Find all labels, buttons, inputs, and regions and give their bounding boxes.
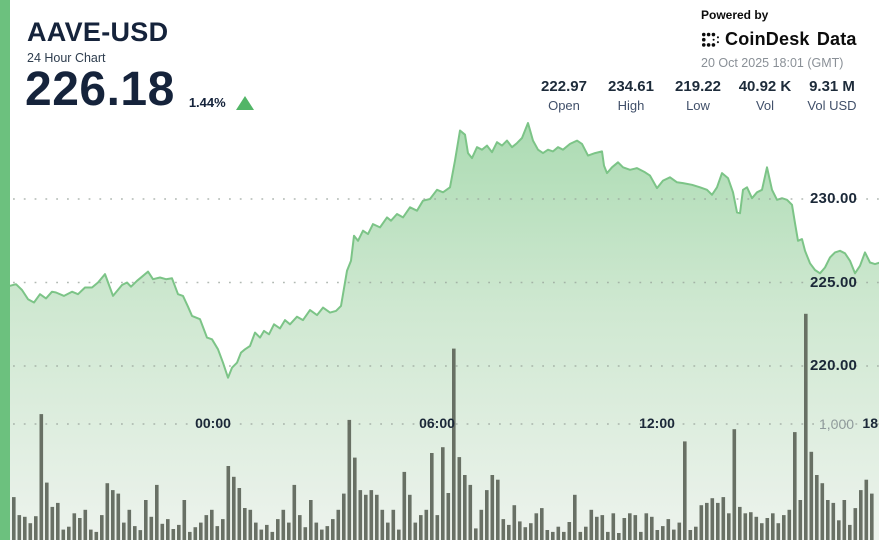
page-title: AAVE-USD [27,17,169,47]
stat-low-value: 219.22 [675,78,721,95]
stat-vol: 40.92 K Vol [734,78,796,113]
stat-vol-usd-label: Vol USD [807,98,857,113]
up-arrow-icon [235,96,254,110]
brand-name: CoinDesk Data [725,29,857,49]
stat-vol-usd-value: 9.31 M [809,78,855,95]
powered-by-label: Powered by [701,8,769,22]
timestamp: 20 Oct 2025 18:01 (GMT) [701,56,844,70]
chart-subtitle: 24 Hour Chart [27,50,106,65]
stat-high: 234.61 High [600,78,662,113]
stat-high-label: High [617,98,645,113]
coindesk-brand-link[interactable]: CoinDesk Data [701,29,871,50]
change-percent: 1.44% [188,95,226,110]
stat-low-label: Low [686,98,710,113]
coindesk-logo-icon [701,31,720,49]
stat-vol-usd: 9.31 M Vol USD [801,78,863,113]
stats-row: 222.97 Open 234.61 High 219.22 Low 40.92… [528,78,863,113]
branding: Powered by CoinDesk Data 20 Oct 2025 18:… [701,8,871,70]
accent-strip [0,0,10,540]
current-price: 226.18 [25,63,175,116]
stat-vol-label: Vol [755,98,775,113]
stat-vol-value: 40.92 K [738,78,792,95]
header: AAVE-USD 24 Hour Chart [27,17,169,65]
stat-low: 219.22 Low [667,78,729,113]
price-row: 226.18 1.44% [25,66,254,114]
stat-open: 222.97 Open [533,78,595,113]
stat-open-label: Open [548,98,580,113]
stat-open-value: 222.97 [541,78,587,95]
stat-high-value: 234.61 [608,78,654,95]
